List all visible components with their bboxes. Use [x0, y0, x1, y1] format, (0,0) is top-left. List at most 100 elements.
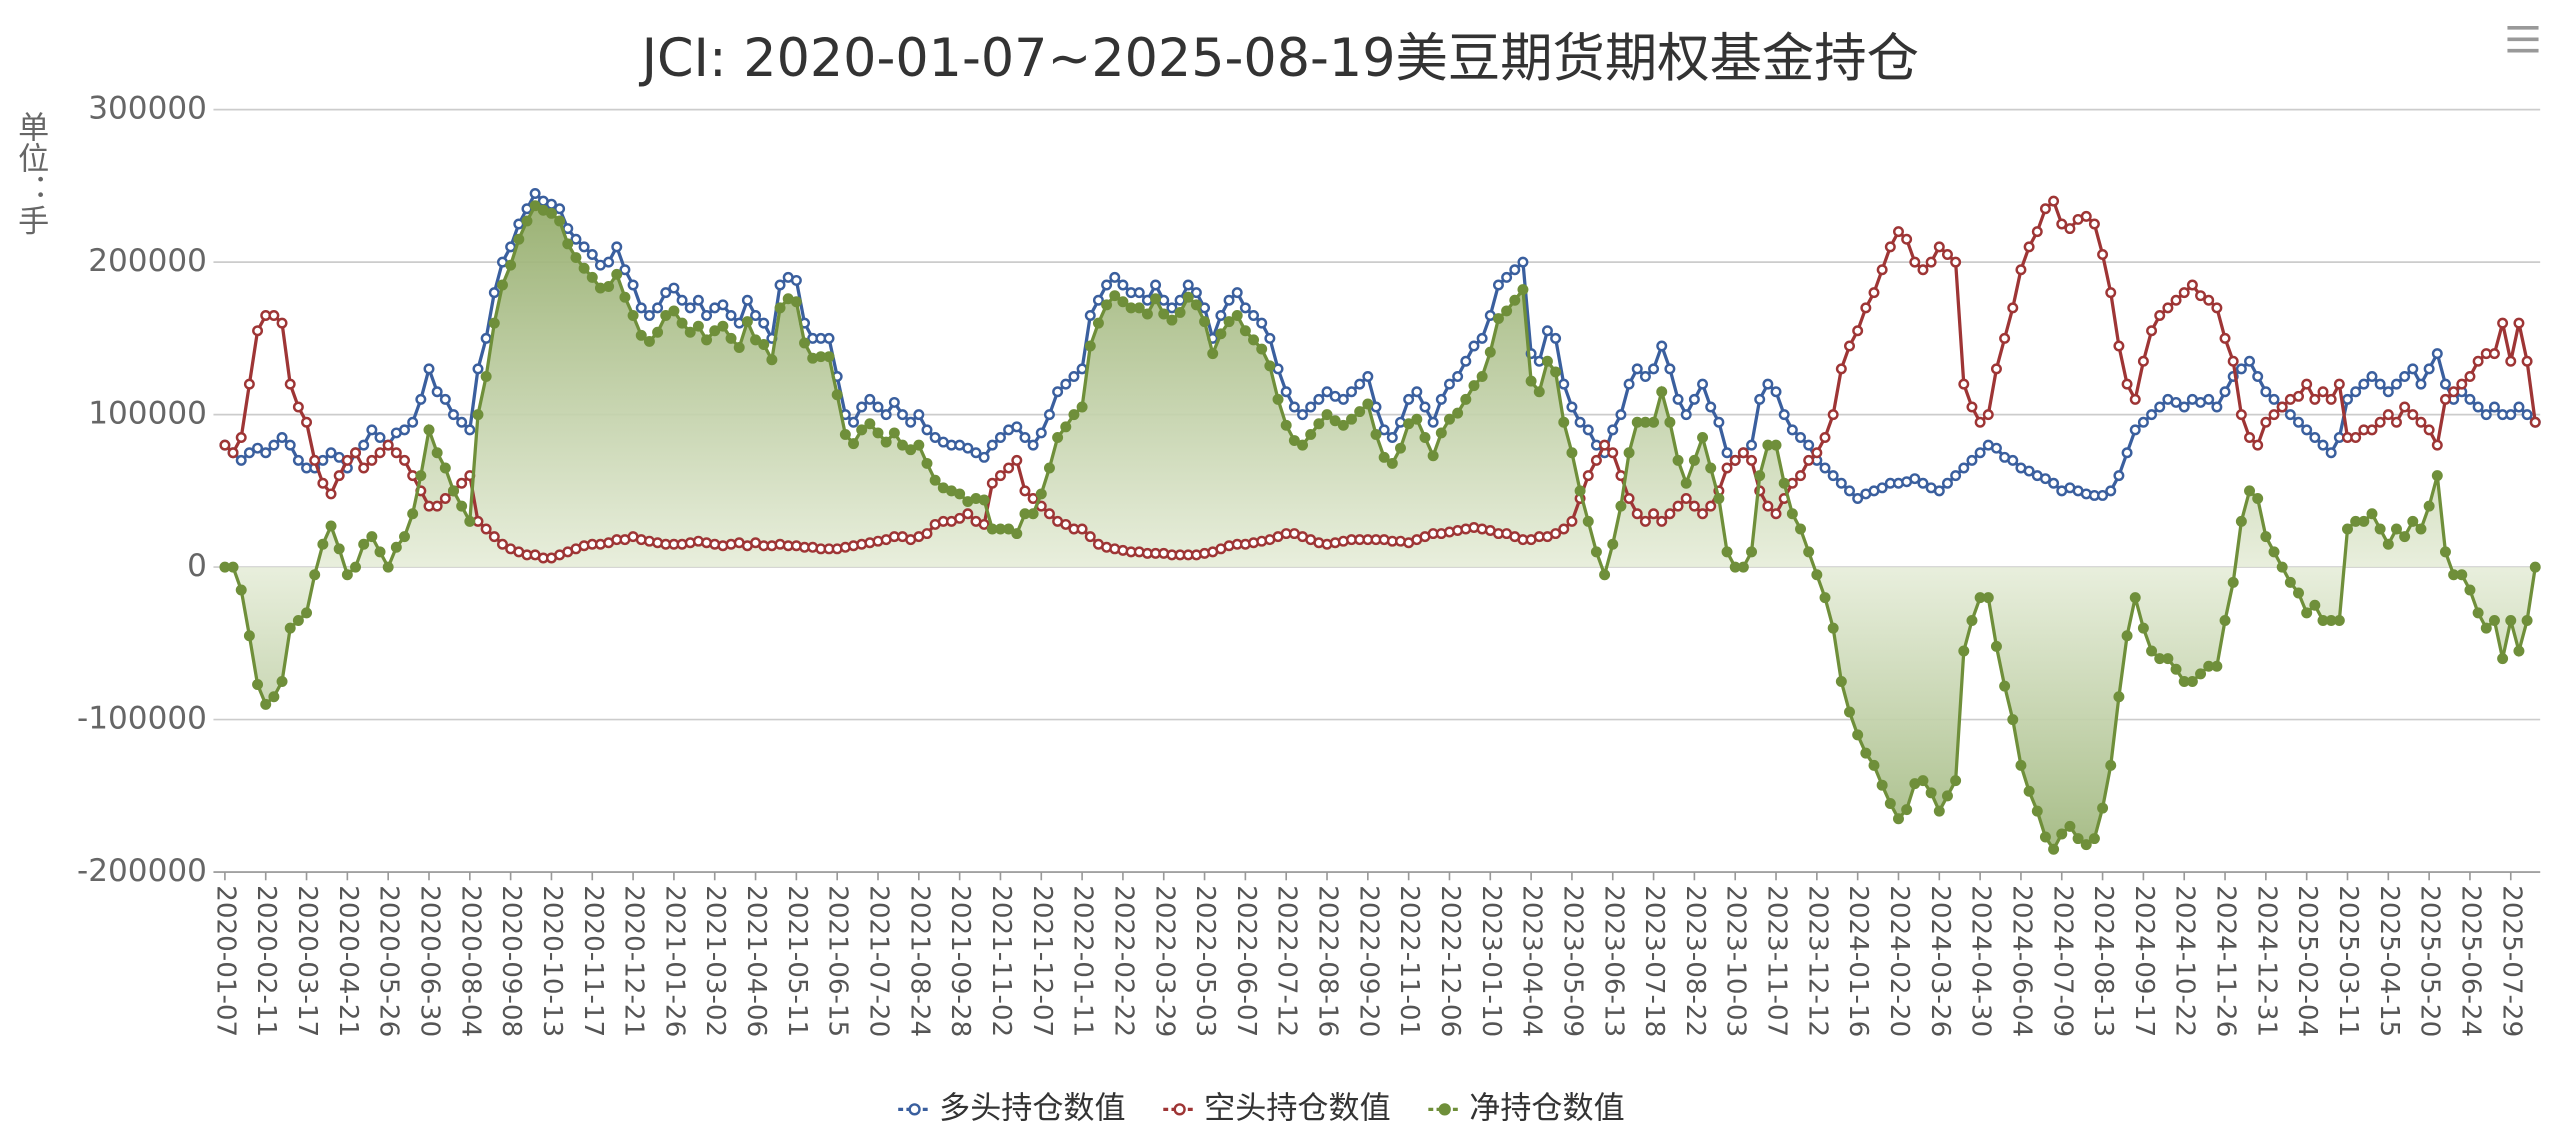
data-point [2488, 615, 2500, 626]
data-point [627, 310, 639, 321]
data-point [333, 470, 345, 482]
data-point [439, 462, 451, 474]
data-point [1876, 482, 1888, 494]
data-point [848, 438, 859, 450]
data-point [1705, 462, 1717, 474]
x-tick-label: 2024-08-13 [2088, 885, 2118, 1037]
data-point [1239, 325, 1251, 337]
data-point [1027, 439, 1039, 451]
data-point [2162, 653, 2174, 665]
data-point [1656, 386, 1668, 398]
data-point [1958, 462, 1970, 474]
data-point [268, 310, 280, 321]
data-point [2219, 615, 2231, 626]
x-tick-label: 2020-04-21 [333, 885, 363, 1037]
data-point [1035, 427, 1047, 439]
data-point [2080, 839, 2092, 851]
data-point [1060, 378, 1072, 390]
data-point [1435, 427, 1447, 439]
data-point [1737, 447, 1749, 459]
data-point [1427, 416, 1439, 428]
data-point [1076, 523, 1088, 535]
data-point [488, 317, 500, 329]
data-point [366, 531, 378, 543]
data-point [529, 200, 541, 212]
data-point [2211, 302, 2223, 314]
data-point [1574, 416, 1586, 428]
data-point [1672, 500, 1684, 512]
chart-title: JCI: 2020-01-07~2025-08-19美豆期货期权基金持仓 [639, 28, 1919, 89]
data-point [317, 538, 329, 550]
legend-item[interactable]: 净持仓数值 [1428, 1090, 1625, 1126]
menu-icon[interactable] [2507, 26, 2539, 53]
data-point [725, 310, 737, 321]
data-point [1492, 313, 1504, 325]
data-point [1223, 294, 1235, 306]
x-tick-label: 2024-06-04 [2006, 885, 2036, 1037]
data-point [1117, 279, 1129, 291]
data-point [1876, 264, 1888, 276]
data-point [2488, 401, 2500, 413]
data-point [1582, 424, 1594, 436]
data-point [1876, 779, 1888, 791]
data-point [2472, 401, 2484, 413]
data-point [684, 326, 696, 338]
data-point [374, 432, 386, 443]
data-point [2252, 439, 2264, 451]
data-point [2244, 355, 2256, 367]
data-point [2137, 622, 2149, 634]
data-point [1623, 493, 1635, 504]
data-point [823, 351, 835, 363]
legend-item[interactable]: 多头持仓数值 [898, 1090, 1126, 1126]
data-point [2105, 485, 2117, 497]
legend-item[interactable]: 空头持仓数值 [1163, 1090, 1391, 1126]
data-point [1860, 747, 1872, 759]
data-point [1819, 432, 1831, 443]
data-point [1811, 569, 1823, 581]
data-point [725, 332, 737, 344]
data-point [2195, 290, 2207, 302]
data-point [513, 233, 525, 245]
data-point [1452, 371, 1464, 382]
x-tick-label: 2025-02-04 [2292, 885, 2322, 1037]
data-point [586, 249, 598, 260]
data-point [2203, 393, 2215, 405]
data-point [978, 518, 990, 530]
data-point [423, 424, 435, 436]
data-point [2088, 218, 2100, 230]
data-point [2048, 843, 2060, 855]
x-tick-label: 2022-02-22 [1108, 885, 1138, 1037]
data-point [456, 477, 468, 489]
data-point [2048, 477, 2060, 489]
data-point [1852, 325, 1864, 337]
data-point [1990, 442, 2002, 454]
data-point [505, 241, 517, 253]
data-point [341, 569, 353, 581]
x-tick-label: 2021-07-20 [864, 885, 894, 1037]
data-point [880, 409, 892, 421]
data-point [2301, 378, 2313, 390]
data-point [2113, 691, 2125, 703]
data-point [2374, 378, 2386, 390]
data-point [2227, 576, 2239, 588]
data-point [1582, 515, 1594, 527]
data-point [252, 325, 264, 337]
x-tick-label: 2020-05-26 [374, 885, 404, 1037]
data-point [309, 454, 321, 466]
data-point [1419, 401, 1431, 413]
data-point [1639, 371, 1651, 382]
data-point [905, 444, 917, 456]
data-point [1778, 409, 1790, 421]
x-tick-label: 2020-06-30 [414, 885, 444, 1037]
data-point [2227, 355, 2239, 367]
data-point [1215, 310, 1227, 321]
data-point [2423, 424, 2435, 436]
x-tick-label: 2021-03-02 [700, 885, 730, 1037]
data-point [2521, 409, 2533, 421]
y-tick-label: 0 [187, 548, 207, 584]
data-point [774, 279, 786, 291]
data-point [2121, 630, 2133, 642]
data-point [2415, 523, 2427, 535]
data-point [2480, 409, 2492, 421]
data-point [1770, 508, 1782, 520]
